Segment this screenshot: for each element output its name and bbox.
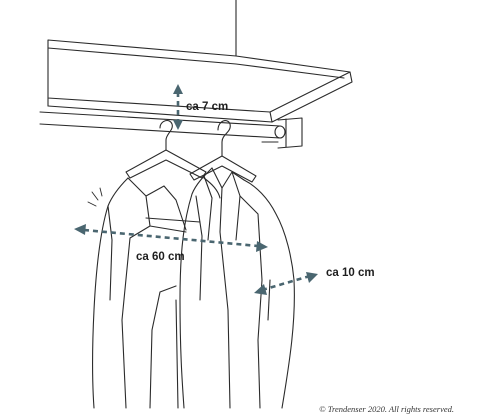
measure-depth	[254, 272, 318, 295]
copyright-notice: © Trendenser 2020. All rights reserved.	[319, 404, 454, 414]
jacket-right	[179, 167, 295, 409]
measure-rod-length	[74, 224, 268, 252]
hanger-right	[189, 120, 257, 183]
shelf	[47, 39, 353, 123]
hanger-left	[125, 119, 207, 179]
rod-bracket	[261, 117, 303, 149]
depth-label: ca 10 cm	[326, 267, 375, 279]
spark-lines	[87, 187, 103, 207]
rod-length-label: ca 60 cm	[136, 251, 185, 263]
measure-gap	[173, 84, 183, 130]
jacket-left	[91, 177, 221, 409]
gap-label: ca 7 cm	[186, 101, 228, 113]
hanging-rod	[39, 111, 286, 139]
